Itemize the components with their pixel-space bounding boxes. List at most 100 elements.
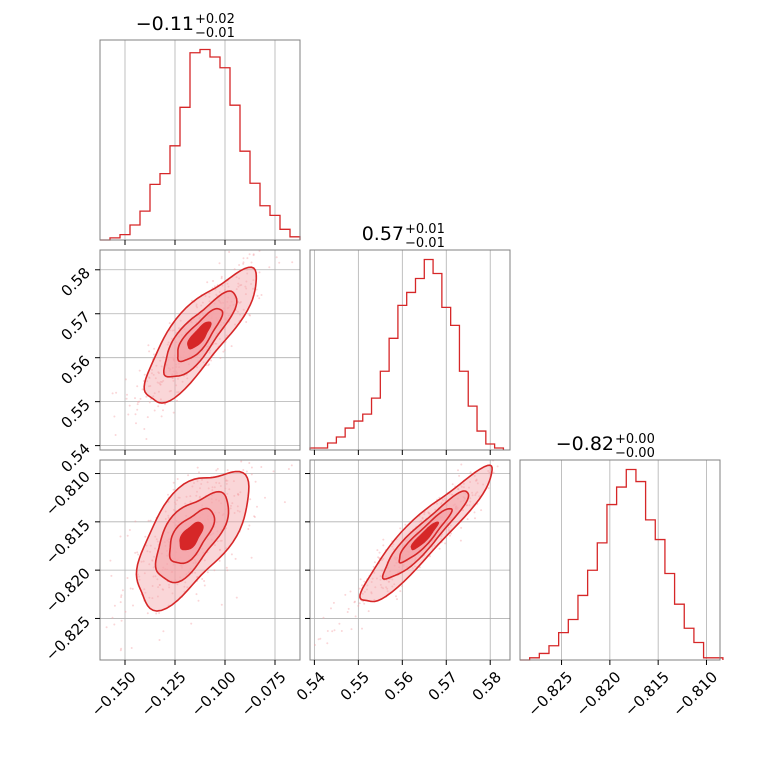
panel-1-0-point-307 bbox=[152, 373, 155, 376]
panel-2-0-point-307 bbox=[228, 488, 231, 491]
panel-2-0-point-271 bbox=[232, 480, 235, 483]
panel-2-0-point-349 bbox=[146, 550, 149, 553]
panel-2-0-point-341 bbox=[200, 483, 203, 485]
panel-2-1-point-372 bbox=[487, 470, 490, 472]
panel-2-1-point-199 bbox=[370, 592, 373, 595]
panel-2-1-point-248 bbox=[387, 580, 390, 583]
panel-2-1-xtick-label-1: 0.55 bbox=[337, 668, 373, 704]
panel-1-0-point-5 bbox=[196, 366, 198, 369]
panel-2-0-point-19 bbox=[164, 518, 167, 520]
panel-1-0-point-162 bbox=[208, 292, 211, 295]
panel-1-0-point-156 bbox=[162, 379, 165, 382]
panel-2-1-point-68 bbox=[322, 616, 325, 619]
panel-2-1-point-286 bbox=[460, 485, 463, 488]
panel-1-0-ytick-label-3: 0.57 bbox=[57, 308, 93, 344]
panel-2-0-point-140 bbox=[132, 604, 134, 607]
panel-2-0-point-247 bbox=[264, 496, 266, 499]
panel-1-0-point-244 bbox=[138, 369, 141, 372]
hist-0-step bbox=[100, 48, 301, 241]
panel-1-0-point-71 bbox=[225, 334, 228, 337]
panel-1-0-point-86 bbox=[162, 356, 165, 359]
hist-1-bin-5 bbox=[354, 421, 363, 450]
panel-2-1-point-169 bbox=[450, 532, 453, 535]
hist-2-bin-4 bbox=[559, 633, 569, 660]
panel-1-0-point-333 bbox=[127, 413, 130, 416]
panel-2-1-point-315 bbox=[487, 487, 490, 490]
hist-1-bin-4 bbox=[345, 428, 354, 450]
panel-2-1-point-293 bbox=[385, 586, 388, 589]
panel-1-0-point-70 bbox=[153, 392, 156, 395]
panel-2-0-ytick-label-1: −0.820 bbox=[42, 564, 94, 616]
panel-2-0-point-59 bbox=[239, 429, 241, 431]
panel-2-1-point-156 bbox=[393, 583, 396, 586]
panel-2-1-point-316 bbox=[418, 566, 421, 569]
hist-1-bin-7 bbox=[372, 398, 381, 450]
panel-1-0-point-27 bbox=[179, 319, 182, 322]
panel-2-1-point-239 bbox=[474, 479, 477, 482]
hist-0-bin-16 bbox=[260, 206, 270, 240]
panel-2-1-contour-3 bbox=[410, 521, 440, 551]
panel-2-1-point-106 bbox=[441, 533, 444, 536]
panel-2-0-point-373 bbox=[119, 649, 122, 652]
panel-2-0-point-136 bbox=[196, 490, 198, 493]
panel-2-1-point-140 bbox=[496, 465, 499, 468]
panel-2-0-point-145 bbox=[144, 591, 147, 594]
panel-2-0-point-21 bbox=[149, 544, 152, 547]
panel-2-1-point-153 bbox=[373, 571, 376, 574]
panel-1-0-point-151 bbox=[145, 395, 148, 398]
panel-2-0-point-157 bbox=[218, 548, 221, 551]
panel-1-0-point-372 bbox=[260, 294, 263, 296]
panel-1-0-point-332 bbox=[160, 415, 163, 418]
panel-1-0-point-196 bbox=[148, 376, 151, 379]
panel-2-0-point-229 bbox=[143, 588, 146, 591]
panel-1-0-point-285 bbox=[137, 401, 139, 403]
panel-1-0-point-51 bbox=[160, 365, 163, 368]
panel-2-0-point-272 bbox=[226, 569, 229, 572]
panel-2-0-frame bbox=[99, 459, 301, 661]
panel-1-0-point-213 bbox=[238, 301, 241, 304]
panel-1-0-point-6 bbox=[151, 368, 153, 371]
panel-2-1-point-360 bbox=[354, 615, 357, 618]
panel-2-0-point-30 bbox=[176, 583, 179, 586]
panel-1-0-point-326 bbox=[168, 322, 171, 325]
panel-2-1-point-122 bbox=[347, 607, 350, 610]
panel-1-0-point-127 bbox=[246, 257, 249, 260]
panel-2-0-point-156 bbox=[129, 587, 132, 590]
panel-1-0-point-169 bbox=[202, 361, 205, 364]
panel-1-0-point-365 bbox=[238, 277, 241, 280]
panel-2-1-point-359 bbox=[451, 483, 454, 486]
panel-2-0-point-263 bbox=[110, 574, 113, 577]
panel-1-0-point-225 bbox=[159, 383, 162, 386]
panel-2-1-point-253 bbox=[473, 474, 476, 477]
panel-2-0-point-208 bbox=[195, 593, 198, 596]
panel-2-1-point-322 bbox=[382, 587, 385, 590]
panel-2-0-point-227 bbox=[168, 583, 170, 586]
panel-2-0-point-27 bbox=[283, 501, 286, 504]
panel-2-1-point-96 bbox=[466, 504, 469, 507]
panel-2-0-point-40 bbox=[162, 630, 165, 633]
hist-2-bin-15 bbox=[665, 574, 675, 660]
panel-2-0-point-3 bbox=[239, 491, 242, 494]
panel-2-0-point-294 bbox=[236, 492, 239, 495]
panel-2-1-point-121 bbox=[382, 557, 385, 560]
panel-2-0-point-54 bbox=[167, 514, 170, 517]
panel-2-0-point-195 bbox=[225, 547, 228, 550]
hist-0-bin-13 bbox=[230, 105, 240, 240]
panel-2-0-point-187 bbox=[245, 470, 248, 473]
panel-2-0-point-45 bbox=[226, 469, 229, 472]
panel-1-0-point-201 bbox=[223, 328, 226, 331]
panel-2-0-point-163 bbox=[291, 417, 293, 419]
panel-1-0-point-343 bbox=[153, 409, 156, 412]
panel-2-1-point-168 bbox=[353, 601, 356, 604]
panel-1-0-point-190 bbox=[147, 385, 150, 388]
panel-1-0-point-363 bbox=[143, 428, 146, 430]
panel-1-0-point-281 bbox=[176, 391, 178, 394]
panel-2-0-point-165 bbox=[152, 575, 155, 578]
panel-2-1-point-335 bbox=[476, 491, 479, 494]
panel-1-0-point-126 bbox=[239, 301, 242, 303]
panel-2-0-point-199 bbox=[215, 469, 218, 472]
hist-0-bin-12 bbox=[220, 68, 230, 240]
hist-0-bin-3 bbox=[130, 225, 140, 240]
panel-2-1-point-368 bbox=[401, 585, 404, 588]
hist-2-bin-13 bbox=[646, 520, 656, 660]
